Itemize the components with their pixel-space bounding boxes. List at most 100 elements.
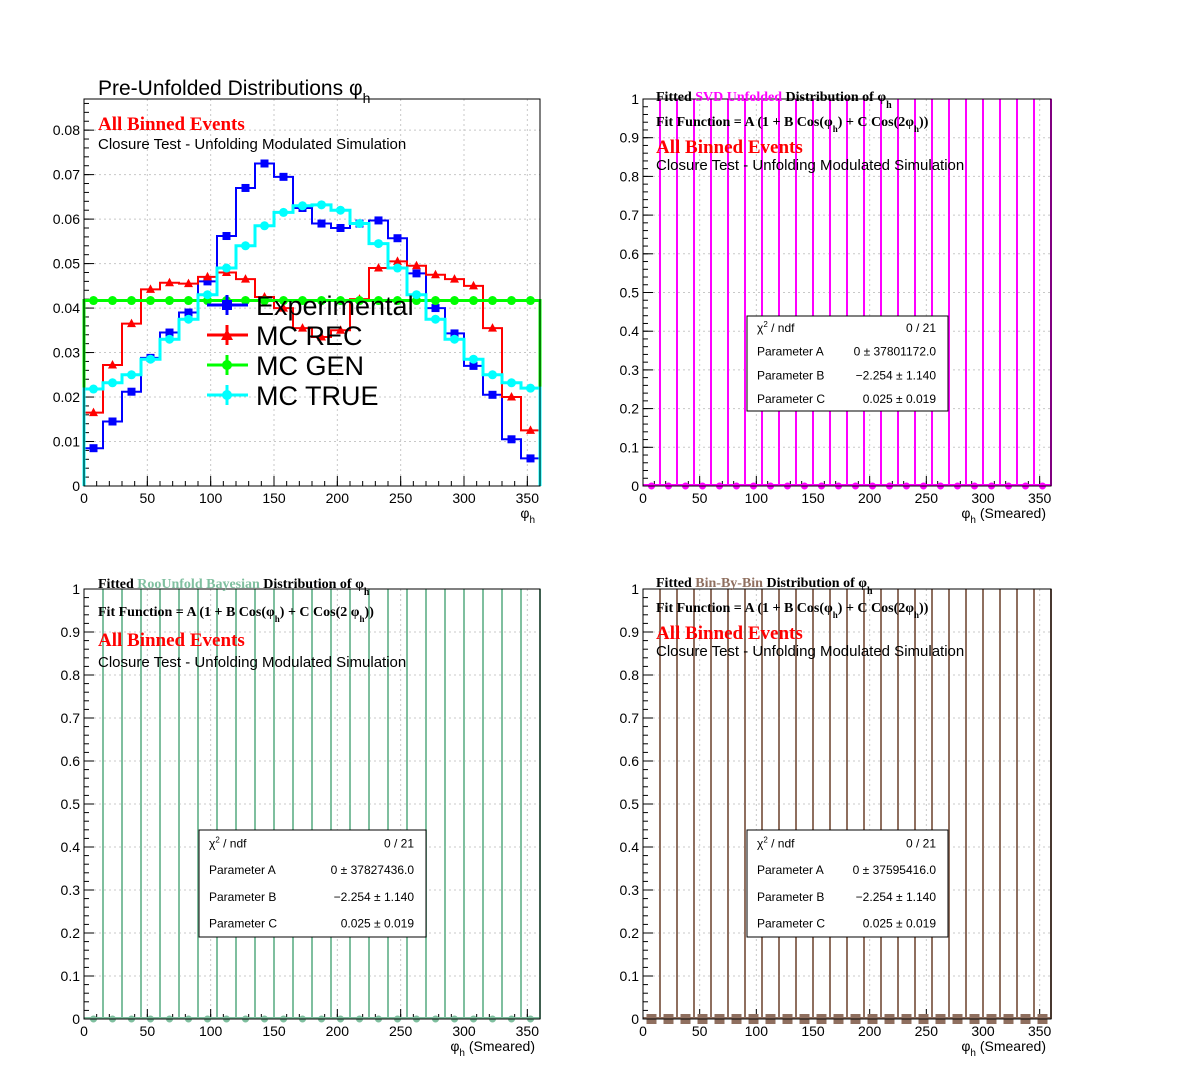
x-tick-label: 50: [692, 490, 708, 506]
y-tick-label: 0.9: [620, 624, 640, 640]
chart-title-part: Distribution of: [766, 576, 858, 591]
data-point: [127, 318, 136, 328]
chart-title-part: Distribution of: [786, 90, 878, 105]
param-value: 0.025 ± 0.019: [863, 917, 937, 931]
series-step-line: [82, 203, 542, 486]
y-tick-label: 0.9: [61, 624, 81, 640]
chi2-symbol: χ: [757, 836, 764, 850]
chart-title: Fitted SVD Unfolded Distribution of φh: [656, 90, 892, 111]
y-tick-label: 0: [631, 478, 639, 494]
fit-function-part: )): [365, 605, 375, 620]
x-tick-label: 250: [915, 490, 939, 506]
chi2-label: χ2 / ndf: [757, 835, 795, 850]
data-point: [317, 296, 326, 306]
data-point: [127, 387, 136, 396]
fit-function-part: h: [914, 610, 919, 620]
data-point: [412, 260, 421, 270]
fit-function-part: φ: [905, 115, 914, 130]
data-point: [450, 329, 459, 338]
data-point: [336, 325, 345, 334]
data-point: [450, 274, 459, 283]
data-point: [317, 219, 326, 228]
param-label: Parameter C: [209, 917, 277, 931]
x-axis-label-rest: (Smeared): [976, 1038, 1046, 1054]
data-point: [526, 454, 535, 463]
data-point: [374, 239, 383, 249]
x-tick-label: 300: [452, 1023, 476, 1039]
fit-function-part: h: [275, 614, 280, 624]
x-axis-label: φh: [520, 505, 535, 526]
chart-title-part: Fitted: [656, 576, 695, 591]
x-tick-label: 150: [801, 1023, 825, 1039]
data-point: [488, 296, 497, 306]
y-tick-label: 0.1: [620, 439, 640, 455]
data-point: [260, 159, 269, 168]
y-tick-label: 0.01: [53, 434, 80, 450]
x-axis-label-symbol: φ: [520, 505, 529, 521]
param-value: −2.254 ± 1.140: [856, 368, 937, 382]
data-point: [184, 296, 193, 306]
x-tick-label: 300: [452, 490, 476, 506]
data-point: [488, 323, 497, 332]
chart-title-part: Distribution of: [263, 577, 355, 592]
y-tick-label: 0.8: [61, 667, 81, 683]
fit-stats-box: χ2 / ndf 0 / 21 Parameter A 0 ± 37827436.0 P…: [198, 829, 427, 938]
chart-title-text: Pre-Unfolded Distributions: [98, 77, 349, 100]
fit-function-part: ) + C Cos(2: [838, 601, 905, 616]
y-tick-label: 0: [631, 1011, 639, 1027]
data-point: [374, 216, 383, 225]
data-point: [298, 323, 307, 332]
fit-function-part: φ: [905, 601, 914, 616]
x-tick-label: 50: [140, 1023, 156, 1039]
y-tick-label: 1: [72, 581, 80, 597]
y-tick-label: 0.6: [620, 246, 640, 262]
chart-title-sub: h: [867, 586, 873, 597]
fit-function-part: h: [833, 124, 838, 134]
data-point: [260, 221, 269, 231]
unfolded-bins: [643, 99, 1052, 490]
fit-function-part: φ: [824, 601, 833, 616]
data-point: [165, 328, 174, 337]
chi2-symbol: χ: [209, 836, 216, 850]
data-point: [108, 378, 117, 388]
y-tick-label: 0.1: [620, 968, 640, 984]
x-axis-label: φh (Smeared): [961, 505, 1046, 526]
chi2-rest: / ndf: [768, 321, 795, 335]
x-tick-label: 0: [639, 1023, 647, 1039]
data-point: [298, 201, 307, 211]
y-tick-label: 0.3: [61, 882, 81, 898]
chi2-rest: / ndf: [220, 836, 247, 850]
x-axis-label-sub: h: [970, 1048, 976, 1059]
param-value: −2.254 ± 1.140: [856, 890, 937, 904]
data-point: [336, 205, 345, 215]
y-tick-label: 0.1: [61, 968, 81, 984]
data-point: [279, 303, 288, 312]
panel-fitted-2: 00.10.20.30.40.50.60.70.80.910 50 100 150 20…: [61, 577, 541, 1059]
x-axis-label-sub: h: [970, 515, 976, 526]
events-label: All Binned Events: [656, 623, 803, 644]
param-value: 0 ± 37827436.0: [331, 863, 415, 877]
chi2-symbol: χ: [757, 321, 764, 335]
chi2-label: χ2 / ndf: [757, 320, 795, 335]
data-point: [355, 296, 364, 306]
y-tick-label: 0.2: [620, 401, 640, 417]
chi2-value: 0 / 21: [906, 836, 936, 850]
x-tick-label: 250: [389, 490, 413, 506]
param-label: Parameter B: [757, 368, 824, 382]
x-tick-label: 300: [971, 1023, 995, 1039]
y-tick-label: 0.8: [620, 168, 640, 184]
param-label: Parameter B: [209, 890, 276, 904]
x-axis-label-rest: (Smeared): [465, 1038, 535, 1054]
chart-title: Fitted Bin-By-Bin Distribution of φh: [656, 576, 873, 597]
chart-title-part: SVD Unfolded: [695, 90, 785, 105]
y-tick-label: 0.2: [61, 925, 81, 941]
legend-entry: MC TRUE: [256, 381, 379, 411]
panel-pre-unfolded: 0 0.01 0.02 0.03 0.04 0.05 0.06 0.07 0.08 0 50 100 1…: [53, 77, 542, 526]
param-value: 0.025 ± 0.019: [863, 392, 937, 406]
data-point: [279, 172, 288, 181]
data-point: [241, 274, 250, 283]
data-point: [526, 296, 535, 306]
chart-title-part: Bin-By-Bin: [695, 576, 766, 591]
stats-box-frame: [198, 829, 427, 938]
y-tick-label: 1: [631, 581, 639, 597]
